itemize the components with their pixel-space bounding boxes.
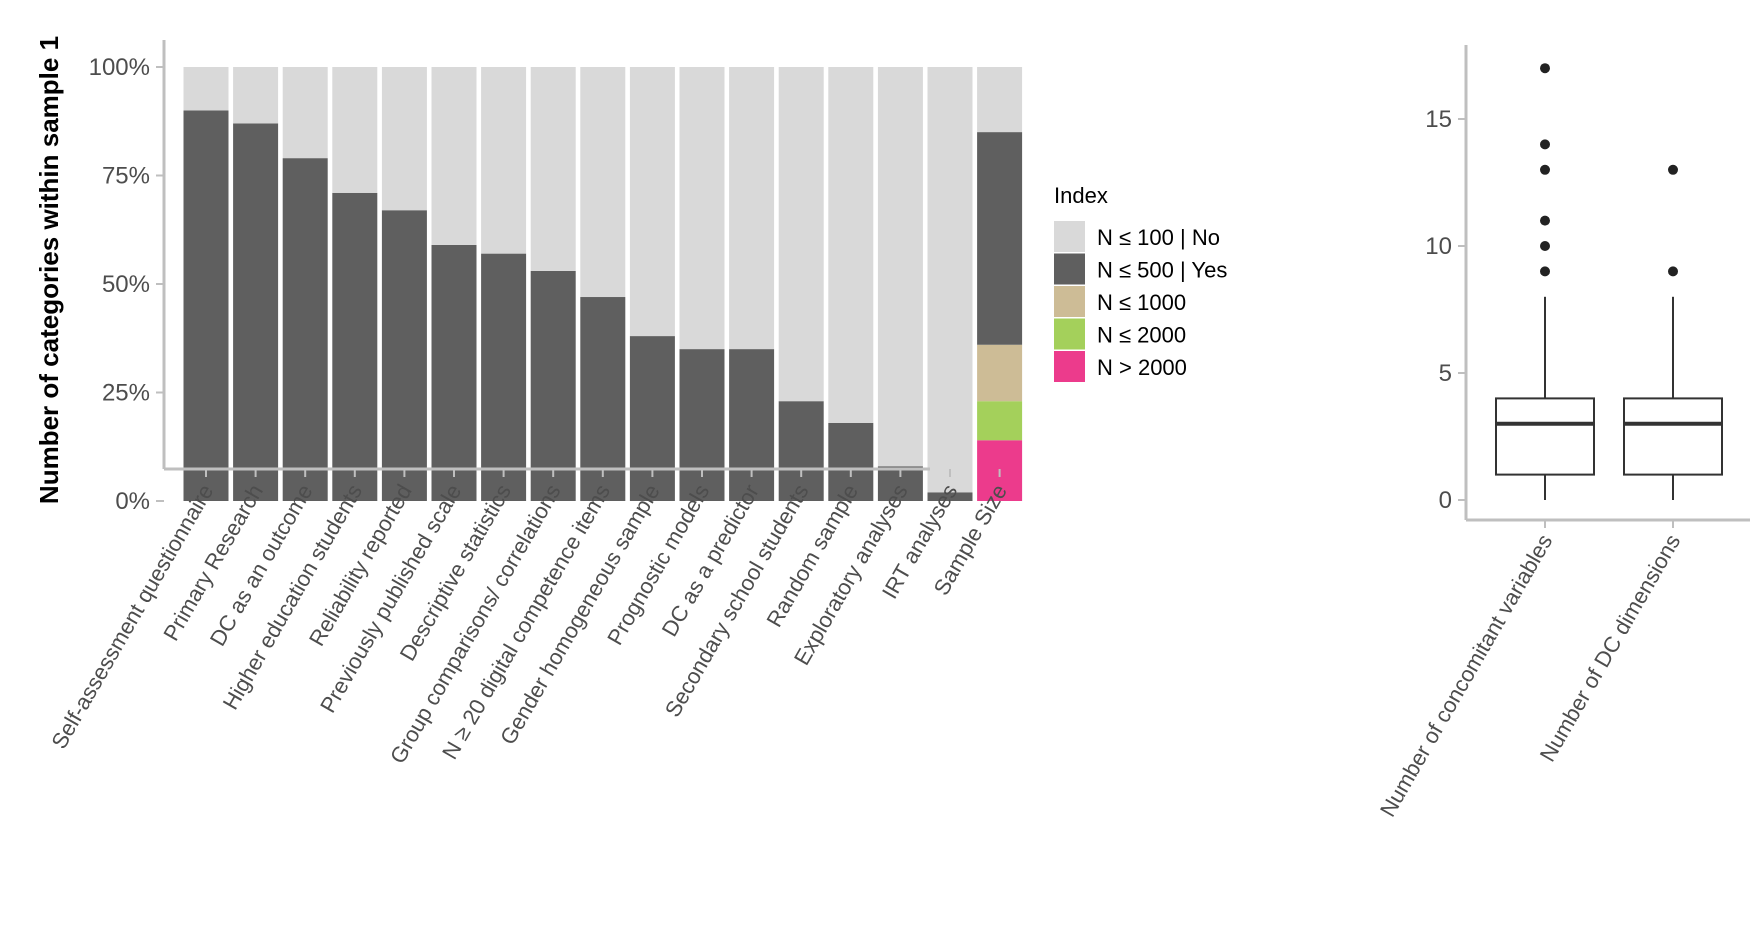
outlier-point <box>1540 266 1550 277</box>
legend: Index N ≤ 100 | No N ≤ 500 | Yes N ≤ 1000 N… <box>1054 183 1227 382</box>
y-tick-label: 0 <box>1439 487 1452 514</box>
bar-segment <box>679 67 725 350</box>
bar-segment <box>481 253 527 501</box>
y-tick-label: 15 <box>1425 106 1452 133</box>
bar-segment <box>828 67 874 423</box>
bar-segment <box>381 210 427 501</box>
y-axis-ticks: 0% 25% 50% 75% 100% <box>89 54 164 515</box>
bar-segment <box>530 270 576 501</box>
bar-segment <box>729 67 775 350</box>
x-tick-label: Number of DC dimensions <box>1535 530 1686 766</box>
bar-segment <box>530 67 576 271</box>
bar-segment <box>629 67 675 337</box>
outlier-point <box>1668 266 1678 277</box>
outlier-point <box>1540 241 1550 251</box>
legend-title: Index <box>1054 183 1108 208</box>
box-iqr <box>1495 397 1595 476</box>
stacked-bar-chart: 0% 25% 50% 75% 100% Self-assessment question… <box>34 36 1023 768</box>
legend-swatch <box>1054 351 1085 382</box>
bar-segment <box>233 123 279 502</box>
y-tick-label: 25% <box>102 380 150 407</box>
bar-segment <box>332 67 378 193</box>
bar-segment <box>977 132 1023 345</box>
bar-segment <box>481 67 527 254</box>
box-iqr <box>1623 397 1723 476</box>
bar-segment <box>927 67 973 493</box>
box-marks <box>1495 63 1723 500</box>
bar-segment <box>877 67 923 467</box>
legend-swatch <box>1054 253 1085 285</box>
bar-segment <box>977 344 1023 402</box>
bar-segment <box>828 422 874 501</box>
bar-segment <box>977 401 1023 441</box>
bar-segment <box>679 349 725 501</box>
legend-label: N ≤ 100 | No <box>1097 225 1220 250</box>
bar-segment <box>778 67 824 402</box>
bar-segment <box>183 67 229 111</box>
x-tick-label: Number of concomitant variables <box>1375 530 1557 821</box>
box-y-axis-ticks: 0 5 10 15 <box>1425 106 1466 514</box>
bar-segment <box>729 349 775 501</box>
y-tick-label: 10 <box>1425 233 1452 260</box>
outlier-point <box>1540 215 1550 226</box>
y-axis-label: Number of categories within sample 1 <box>34 36 64 504</box>
legend-swatch <box>1054 221 1085 252</box>
legend-label: N ≤ 500 | Yes <box>1097 258 1227 283</box>
legend-swatch <box>1054 286 1085 317</box>
outlier-point <box>1540 164 1550 175</box>
bar-segment <box>332 192 378 502</box>
bar-segment <box>580 67 626 298</box>
bar-segment <box>431 67 477 245</box>
boxplot-chart: 0 5 10 15 Number of concomitant variablesNu… <box>1375 45 1750 821</box>
bar-segment <box>282 67 328 159</box>
legend-label: N > 2000 <box>1097 355 1187 380</box>
y-tick-label: 50% <box>102 271 150 298</box>
legend-label: N ≤ 1000 <box>1097 290 1186 315</box>
y-tick-label: 5 <box>1439 360 1452 387</box>
bar-segment <box>282 158 328 501</box>
y-tick-label: 100% <box>89 54 150 81</box>
bar-segment <box>977 67 1023 133</box>
outlier-point <box>1540 139 1550 150</box>
legend-label: N ≤ 2000 <box>1097 323 1186 348</box>
bar-segment <box>580 297 626 501</box>
bar-segment <box>183 110 229 502</box>
bar-segment <box>431 244 477 501</box>
bar-segment <box>233 67 279 124</box>
outlier-point <box>1540 63 1550 74</box>
bar-segment <box>927 492 973 501</box>
legend-swatch <box>1054 318 1085 350</box>
bar-marks <box>183 67 1023 502</box>
outlier-point <box>1668 164 1678 175</box>
bar-segment <box>778 401 824 501</box>
bar-segment <box>381 67 427 211</box>
y-tick-label: 75% <box>102 163 150 190</box>
y-tick-label: 0% <box>115 488 150 515</box>
